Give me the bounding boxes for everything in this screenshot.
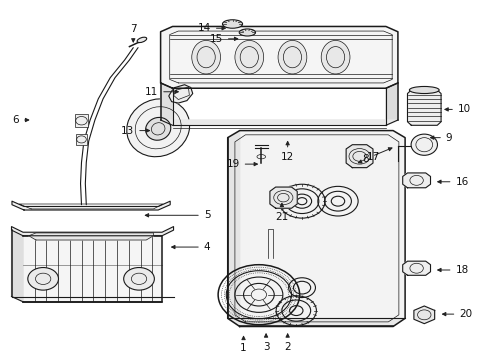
Text: 16: 16 [437,177,468,187]
Text: 13: 13 [121,126,149,136]
Bar [76,134,87,145]
Text: 14: 14 [197,23,225,33]
Ellipse shape [321,40,349,74]
Text: 15: 15 [209,34,237,44]
Polygon shape [385,83,397,125]
Ellipse shape [239,29,255,36]
Polygon shape [23,236,162,302]
Text: 21: 21 [275,203,288,222]
Polygon shape [269,187,297,208]
Ellipse shape [410,134,437,155]
Polygon shape [402,173,429,188]
Ellipse shape [408,86,438,94]
Circle shape [28,267,59,290]
Polygon shape [227,131,239,138]
Polygon shape [346,145,372,168]
Ellipse shape [145,117,170,140]
Polygon shape [413,306,434,324]
Text: 3: 3 [262,334,269,352]
Ellipse shape [222,20,242,28]
Text: 19: 19 [226,159,257,169]
Ellipse shape [126,99,189,157]
Polygon shape [168,85,192,103]
Text: 2: 2 [284,334,290,352]
Polygon shape [407,90,440,125]
Polygon shape [29,233,153,240]
Text: 20: 20 [442,309,471,319]
Text: 5: 5 [145,210,210,220]
Text: 6: 6 [13,115,29,125]
Polygon shape [12,230,23,302]
Text: 8: 8 [362,148,391,164]
Text: 7: 7 [130,23,136,42]
Text: 17: 17 [358,152,379,163]
Text: 11: 11 [144,87,178,97]
Ellipse shape [137,37,146,42]
Bar [75,114,88,127]
Text: 4: 4 [171,242,210,252]
Circle shape [123,267,154,290]
Ellipse shape [278,40,306,74]
Polygon shape [160,27,397,88]
Polygon shape [227,318,404,327]
Polygon shape [227,131,239,327]
Polygon shape [227,131,404,327]
Ellipse shape [234,40,263,74]
Polygon shape [160,83,172,125]
Text: 10: 10 [444,104,470,114]
Polygon shape [160,120,397,125]
Ellipse shape [191,40,220,74]
Text: 9: 9 [429,132,451,143]
Text: 1: 1 [240,336,246,353]
Polygon shape [402,261,429,275]
Polygon shape [12,201,170,210]
Text: 18: 18 [437,265,468,275]
Polygon shape [12,226,173,236]
Text: 12: 12 [281,141,294,162]
